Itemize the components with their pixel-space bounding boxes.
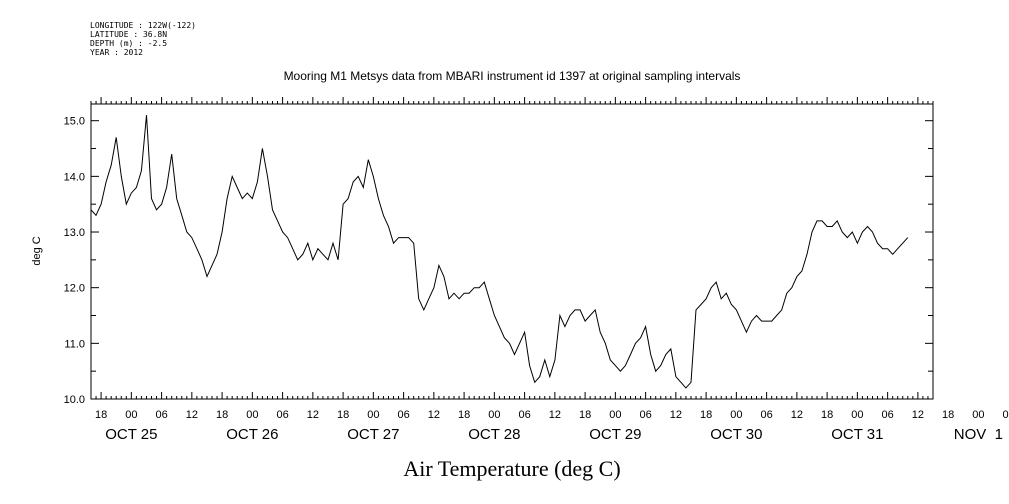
meta-latitude: LATITUDE : 36.8N (90, 30, 168, 39)
x-day-label: OCT 30 (710, 426, 762, 443)
x-hour-label: 00 (730, 409, 742, 421)
x-hour-label: 18 (337, 409, 349, 421)
x-hour-label: 18 (579, 409, 591, 421)
chart-title: Mooring M1 Metsys data from MBARI instru… (284, 69, 741, 83)
y-tick-label: 14.0 (64, 171, 85, 183)
x-axis-label: Air Temperature (deg C) (403, 456, 620, 481)
x-day-label: OCT 28 (468, 426, 520, 443)
x-hour-label: 18 (942, 409, 954, 421)
x-hour-label: 00 (851, 409, 863, 421)
x-hour-label: 06 (397, 409, 409, 421)
y-tick-label: 10.0 (64, 394, 85, 406)
x-hour-label: 18 (95, 409, 107, 421)
x-hour-label: 00 (972, 409, 984, 421)
meta-longitude: LONGITUDE : 122W(-122) (90, 21, 196, 30)
plot-frame (90, 103, 934, 400)
x-hour-label: 18 (216, 409, 228, 421)
x-hour-label: 12 (307, 409, 319, 421)
meta-depth: DEPTH (m) : -2.5 (90, 39, 168, 48)
x-day-label: OCT 29 (589, 426, 641, 443)
x-day-label: OCT 31 (831, 426, 883, 443)
x-hour-label: 18 (458, 409, 470, 421)
meta-year: YEAR : 2012 (90, 48, 143, 57)
y-tick-label: 12.0 (64, 283, 85, 295)
x-hour-label: 12 (186, 409, 198, 421)
x-hour-label: 18 (821, 409, 833, 421)
y-tick-label: 13.0 (64, 227, 85, 239)
x-hour-label: 06 (1003, 409, 1009, 421)
x-hour-label: 00 (246, 409, 258, 421)
x-day-label: OCT 26 (226, 426, 278, 443)
x-hour-label: 06 (639, 409, 651, 421)
x-hour-label: 12 (791, 409, 803, 421)
x-hour-label: 00 (488, 409, 500, 421)
x-hour-label: 06 (155, 409, 167, 421)
x-hour-label: 00 (609, 409, 621, 421)
x-hour-label: 00 (125, 409, 137, 421)
y-axis-label: deg C (31, 236, 43, 265)
x-hour-label: 18 (700, 409, 712, 421)
x-hour-label: 12 (428, 409, 440, 421)
x-day-label: NOV 1 (954, 426, 1003, 443)
x-hour-label: 00 (367, 409, 379, 421)
x-day-label: OCT 27 (347, 426, 399, 443)
y-tick-label: 11.0 (64, 338, 85, 350)
x-hour-label: 06 (518, 409, 530, 421)
x-hour-label: 12 (549, 409, 561, 421)
x-hour-label: 12 (912, 409, 924, 421)
x-hour-label: 06 (276, 409, 288, 421)
y-axis: 10.0 11.0 12.0 13.0 14.0 15.0 (64, 116, 933, 406)
x-axis: 18 00 06 12 18 00 06 12 18 00 06 12 18 00 06 12 18 00 06 12… (90, 97, 1009, 443)
metadata-block: LONGITUDE : 122W(-122) LATITUDE : 36.8N … (90, 21, 196, 57)
series-line-air-temperature (90, 115, 909, 389)
x-hour-label: 12 (670, 409, 682, 421)
x-day-label: OCT 25 (105, 426, 157, 443)
x-hour-label: 06 (760, 409, 772, 421)
y-tick-label: 15.0 (64, 116, 85, 128)
x-hour-label: 06 (881, 409, 893, 421)
